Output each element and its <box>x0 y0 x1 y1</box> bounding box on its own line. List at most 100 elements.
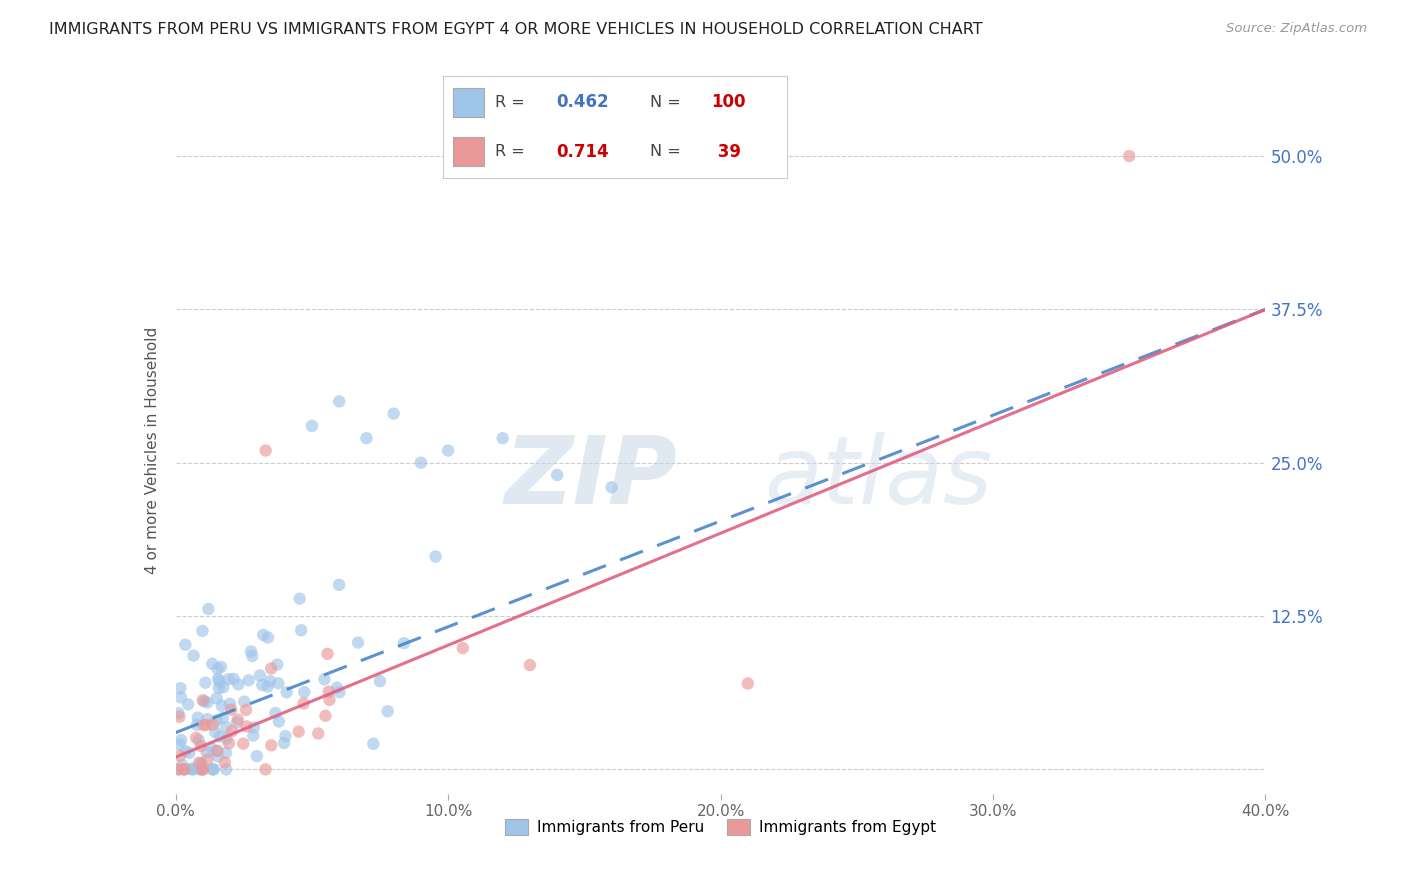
Point <box>221 724 243 739</box>
Text: 100: 100 <box>711 94 747 112</box>
Point <box>169 738 191 752</box>
Point <box>205 691 228 706</box>
Point <box>195 753 218 767</box>
Point <box>217 673 239 687</box>
Point <box>238 673 260 688</box>
Point <box>174 638 197 652</box>
Point <box>195 745 218 759</box>
Point <box>259 674 281 689</box>
Point <box>191 693 214 707</box>
Point <box>167 762 190 776</box>
Point <box>205 744 228 758</box>
Point <box>307 726 329 740</box>
Point <box>382 407 405 421</box>
Point <box>172 757 194 772</box>
Point <box>169 710 191 724</box>
Point <box>328 394 350 409</box>
Point <box>314 708 336 723</box>
Point <box>267 714 290 729</box>
Point <box>190 756 212 771</box>
Point <box>301 419 323 434</box>
FancyBboxPatch shape <box>453 137 484 166</box>
Point <box>264 706 287 720</box>
Point <box>174 744 197 758</box>
Point <box>195 718 218 732</box>
Point <box>195 696 218 710</box>
Point <box>288 591 311 606</box>
Point <box>316 647 339 661</box>
Text: IMMIGRANTS FROM PERU VS IMMIGRANTS FROM EGYPT 4 OR MORE VEHICLES IN HOUSEHOLD CO: IMMIGRANTS FROM PERU VS IMMIGRANTS FROM … <box>49 22 983 37</box>
Point <box>208 730 231 744</box>
Point <box>219 703 242 717</box>
Point <box>172 762 194 776</box>
Point <box>167 762 190 776</box>
Point <box>260 661 283 675</box>
Point <box>326 681 349 695</box>
Point <box>242 729 264 743</box>
Point <box>201 762 224 776</box>
Point <box>190 739 212 753</box>
Point <box>260 739 283 753</box>
Text: atlas: atlas <box>765 433 993 524</box>
Point <box>211 698 233 713</box>
Point <box>169 748 191 763</box>
Point <box>167 706 190 721</box>
Point <box>180 762 202 776</box>
Point <box>214 756 236 770</box>
FancyBboxPatch shape <box>453 88 484 117</box>
Point <box>287 724 309 739</box>
Point <box>235 719 257 733</box>
Point <box>205 714 228 728</box>
Point <box>1118 149 1140 163</box>
Point <box>437 443 460 458</box>
Point <box>225 715 247 730</box>
Point <box>212 680 235 694</box>
Point <box>519 658 541 673</box>
Point <box>363 737 385 751</box>
Point <box>193 718 215 732</box>
Point <box>425 549 447 564</box>
Point <box>183 762 205 776</box>
Point <box>240 644 263 658</box>
Point <box>204 725 226 739</box>
Point <box>254 443 277 458</box>
Point <box>212 711 235 725</box>
Point <box>201 741 224 756</box>
Point <box>170 733 193 747</box>
Point <box>207 662 229 676</box>
Point <box>252 628 274 642</box>
Point <box>328 578 350 592</box>
Point <box>179 746 201 760</box>
Point <box>219 697 242 711</box>
Point <box>314 673 336 687</box>
Point <box>257 631 280 645</box>
Point <box>201 657 224 671</box>
Text: ZIP: ZIP <box>505 432 678 524</box>
Point <box>191 762 214 776</box>
Point <box>215 746 238 760</box>
Point <box>190 757 212 772</box>
Point <box>207 672 229 686</box>
Point <box>233 695 256 709</box>
Point <box>191 624 214 638</box>
Y-axis label: 4 or more Vehicles in Household: 4 or more Vehicles in Household <box>145 326 160 574</box>
Point <box>226 677 249 691</box>
Point <box>318 684 340 698</box>
Point <box>252 678 274 692</box>
Point <box>191 762 214 776</box>
Point <box>267 676 290 690</box>
Point <box>186 718 208 732</box>
Point <box>215 731 238 746</box>
Text: 0.462: 0.462 <box>557 94 609 112</box>
Point <box>409 456 432 470</box>
Point <box>181 762 204 776</box>
Point <box>222 672 245 686</box>
Point <box>209 660 232 674</box>
Point <box>328 685 350 699</box>
Point <box>193 694 215 708</box>
Point <box>207 744 229 758</box>
Point <box>737 676 759 690</box>
Point <box>290 624 312 638</box>
Point <box>202 762 225 776</box>
Point <box>202 762 225 776</box>
